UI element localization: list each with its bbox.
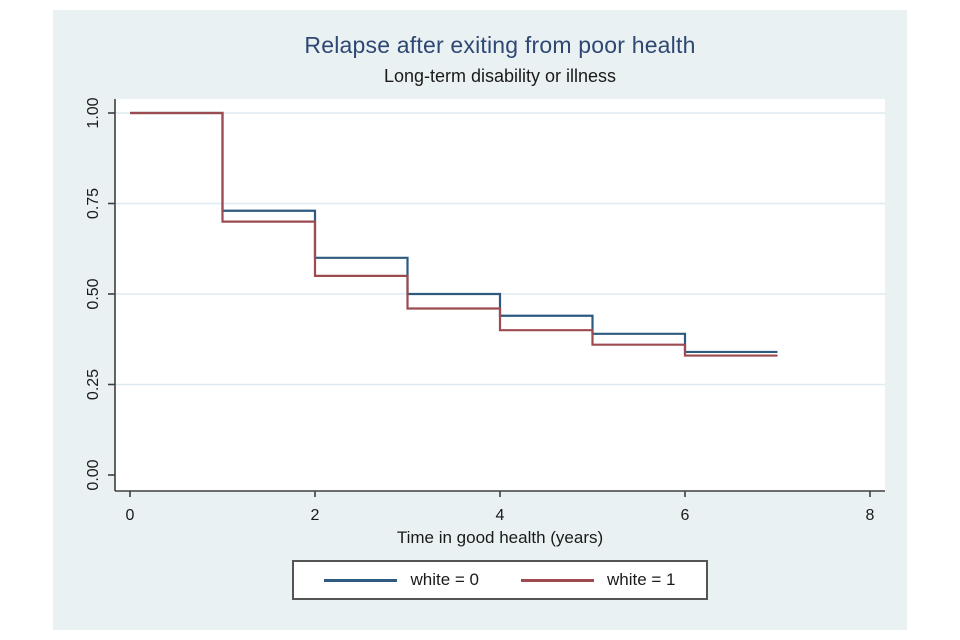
survival-curve-white=1 [130, 111, 778, 357]
y-tick-label-1.00: 1.00 [85, 97, 102, 128]
y-tick-label-0.75: 0.75 [85, 188, 102, 219]
legend-line-maroon [521, 578, 594, 582]
x-tick-label-6: 6 [681, 507, 690, 524]
x-tick-label-0: 0 [126, 507, 135, 524]
chart-subtitle: Long-term disability or illness [383, 66, 617, 86]
legend-label-white-1: white = 1 [607, 570, 676, 589]
y-tick-label-0.50: 0.50 [85, 278, 102, 309]
x-axis-title: Time in good health (years) [396, 528, 604, 547]
x-tick-label-4: 4 [496, 507, 505, 524]
legend-item-white-1: white = 1 [521, 570, 676, 590]
chart-title: Relapse after exiting from poor health [304, 32, 696, 58]
legend-line-navy [324, 578, 398, 582]
x-tick-label-8: 8 [866, 507, 875, 524]
legend-item-white-0: white = 0 [324, 570, 479, 590]
y-tick-label-0.00: 0.00 [85, 459, 102, 490]
x-tick-label-2: 2 [311, 507, 320, 524]
y-tick-label-0.25: 0.25 [85, 369, 102, 400]
legend-label-white-0: white = 0 [410, 570, 479, 589]
survival-curve-white=0 [130, 111, 778, 354]
legend: white = 0 white = 1 [292, 560, 708, 600]
